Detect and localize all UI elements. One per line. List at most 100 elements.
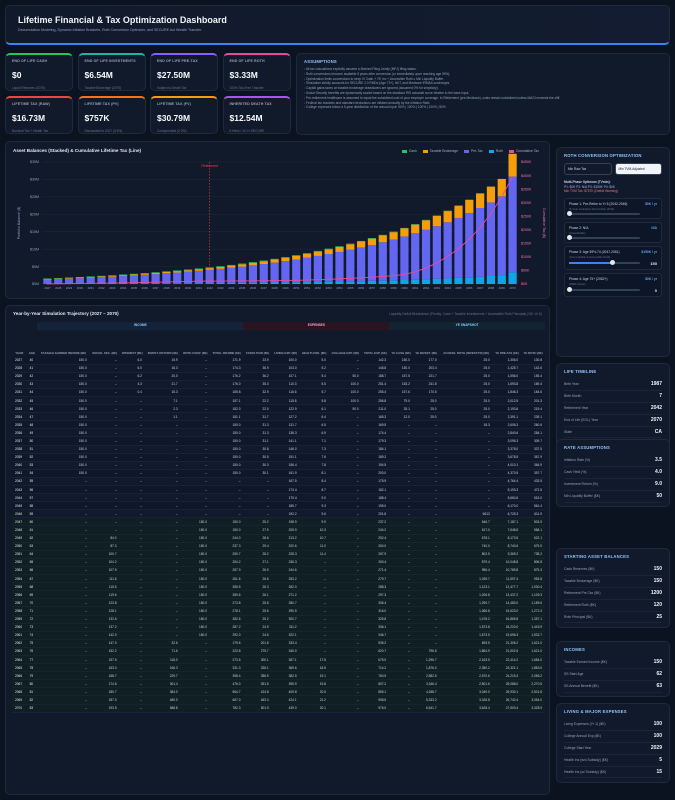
input-value[interactable]: 50 bbox=[656, 493, 662, 500]
input-value[interactable]: 120 bbox=[653, 602, 662, 609]
bar-segment[interactable] bbox=[270, 262, 279, 283]
bar-segment[interactable] bbox=[324, 248, 333, 250]
column-header[interactable]: TOTAL INCOME ($K) bbox=[212, 351, 241, 356]
bar-segment[interactable] bbox=[508, 176, 517, 273]
bar-segment[interactable] bbox=[411, 233, 420, 280]
bar-segment[interactable] bbox=[151, 283, 160, 284]
bar-segment[interactable] bbox=[259, 261, 268, 265]
input-value[interactable]: 2042 bbox=[650, 405, 662, 412]
tax-point[interactable] bbox=[382, 275, 384, 278]
bar-segment[interactable] bbox=[238, 264, 247, 267]
bar-segment[interactable] bbox=[97, 276, 106, 278]
tax-point[interactable] bbox=[371, 276, 373, 278]
bar-segment[interactable] bbox=[357, 247, 366, 282]
bar-segment[interactable] bbox=[486, 275, 496, 284]
input-row[interactable]: State CA bbox=[564, 427, 662, 439]
input-row[interactable]: Cash Reserves ($K) 150 bbox=[564, 564, 662, 576]
column-header[interactable]: YE CASH ($K) bbox=[391, 351, 411, 356]
bar-segment[interactable] bbox=[64, 278, 74, 279]
bar-segment[interactable] bbox=[119, 283, 128, 284]
asset-balance-chart[interactable]: $0M $5M $10M $15M $20M $25M $30M $35M $0K $50K $10… bbox=[6, 142, 551, 300]
bar-segment[interactable] bbox=[108, 275, 117, 276]
column-header[interactable]: SOCIAL SEC. ($K) bbox=[92, 351, 118, 356]
column-header[interactable]: HEALTH INS. ($K) bbox=[302, 351, 327, 356]
bar-segment[interactable] bbox=[508, 153, 517, 177]
input-row[interactable]: Investment Return (%) 9.0 bbox=[564, 479, 662, 491]
bar-segment[interactable] bbox=[400, 227, 409, 229]
column-header[interactable]: AGE bbox=[28, 351, 35, 356]
bar-segment[interactable] bbox=[465, 199, 474, 214]
tax-point[interactable] bbox=[57, 283, 59, 285]
input-value[interactable]: 15 bbox=[656, 769, 662, 775]
bar-segment[interactable] bbox=[140, 273, 149, 274]
input-value[interactable]: 7 bbox=[659, 393, 662, 400]
input-row[interactable]: Taxable Brokerage ($K) 150 bbox=[564, 576, 662, 588]
column-header[interactable]: YE PRE-TAX ($K) bbox=[495, 351, 519, 356]
bar-segment[interactable] bbox=[281, 261, 290, 283]
bar-segment[interactable] bbox=[183, 271, 193, 284]
input-value[interactable]: 150 bbox=[653, 659, 662, 666]
bar-segment[interactable] bbox=[108, 275, 117, 277]
bar-segment[interactable] bbox=[378, 234, 387, 236]
bar-segment[interactable] bbox=[97, 275, 106, 277]
bar-segment[interactable] bbox=[346, 249, 355, 282]
bar-segment[interactable] bbox=[486, 186, 496, 203]
bar-segment[interactable] bbox=[259, 264, 268, 283]
bar-segment[interactable] bbox=[465, 277, 474, 284]
input-row[interactable]: College Annual Exp ($K) 100 bbox=[564, 731, 662, 743]
bar-segment[interactable] bbox=[194, 268, 203, 270]
column-header[interactable]: ACCESS. ROTH (INVEST.TR) ($K) bbox=[443, 351, 490, 356]
tax-point[interactable] bbox=[165, 281, 168, 283]
bar-segment[interactable] bbox=[400, 280, 409, 284]
tax-point[interactable] bbox=[360, 277, 362, 279]
input-value[interactable]: 63 bbox=[656, 683, 662, 690]
bar-segment[interactable] bbox=[335, 251, 344, 282]
bar-segment[interactable] bbox=[313, 255, 322, 282]
bar-segment[interactable] bbox=[389, 231, 398, 233]
bar-segment[interactable] bbox=[400, 236, 409, 281]
bar-segment[interactable] bbox=[227, 267, 236, 283]
bar-segment[interactable] bbox=[367, 238, 377, 245]
column-header[interactable]: YE ROTH ($K) bbox=[523, 351, 543, 356]
column-header[interactable]: TAXES PAID ($K) bbox=[245, 351, 270, 356]
bar-segment[interactable] bbox=[292, 255, 301, 256]
tax-point[interactable] bbox=[349, 277, 352, 280]
bar-segment[interactable] bbox=[140, 273, 149, 275]
bar-segment[interactable] bbox=[281, 257, 290, 262]
bar-segment[interactable] bbox=[140, 283, 149, 284]
bar-segment[interactable] bbox=[86, 277, 95, 284]
bar-segment[interactable] bbox=[259, 282, 268, 284]
bar-segment[interactable] bbox=[238, 263, 247, 265]
bar-segment[interactable] bbox=[292, 282, 301, 284]
column-header[interactable]: YE INVEST. ($K) bbox=[415, 351, 438, 356]
tax-point[interactable] bbox=[317, 279, 319, 281]
tax-point[interactable] bbox=[436, 262, 438, 264]
bar-segment[interactable] bbox=[443, 278, 452, 284]
input-row[interactable]: College Start Year 2029 bbox=[564, 743, 662, 755]
bar-segment[interactable] bbox=[302, 282, 312, 284]
slider-handle[interactable] bbox=[567, 287, 572, 293]
column-header[interactable]: TAXABLE EARNED INCOME ($K) bbox=[40, 351, 87, 356]
tax-point[interactable] bbox=[219, 280, 222, 282]
bar-segment[interactable] bbox=[151, 272, 160, 275]
tax-point[interactable] bbox=[68, 282, 70, 285]
bar-segment[interactable] bbox=[432, 226, 441, 279]
bar-segment[interactable] bbox=[357, 241, 366, 248]
input-value[interactable]: 1200 bbox=[650, 590, 662, 597]
tax-point[interactable] bbox=[133, 281, 135, 284]
legend-item[interactable]: Pre-Tax bbox=[464, 149, 483, 153]
bar-segment[interactable] bbox=[508, 272, 517, 284]
bar-segment[interactable] bbox=[302, 253, 312, 254]
input-row[interactable]: Birth Month 7 bbox=[564, 391, 662, 403]
column-header[interactable]: COLLEGE EXP. ($K) bbox=[331, 351, 359, 356]
legend-item[interactable]: Cumulative Tax bbox=[508, 149, 539, 153]
bar-segment[interactable] bbox=[313, 251, 322, 256]
input-row[interactable]: Health Ins (w/ Subsidy) ($K) 15 bbox=[564, 767, 662, 779]
input-value[interactable]: 5 bbox=[659, 757, 662, 764]
bar-segment[interactable] bbox=[216, 282, 225, 284]
tax-point[interactable] bbox=[446, 255, 449, 258]
tax-point[interactable] bbox=[144, 281, 146, 284]
phase-slider[interactable] bbox=[567, 210, 657, 216]
bar-segment[interactable] bbox=[421, 229, 431, 280]
bar-segment[interactable] bbox=[43, 278, 52, 280]
